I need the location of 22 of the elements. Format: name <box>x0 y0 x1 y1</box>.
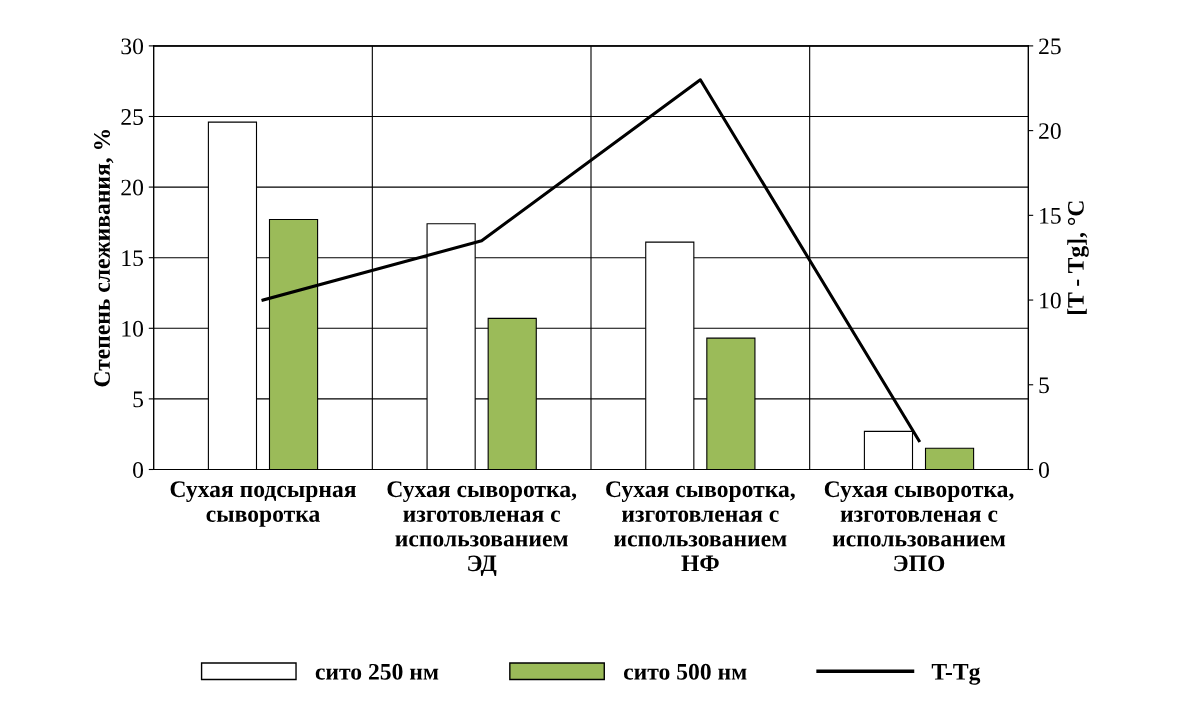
y-tick-label: 10 <box>122 320 144 337</box>
y-tick-label: 20 <box>121 179 144 196</box>
y-tick-label: 0 <box>133 461 144 478</box>
x-tick-label: Сухая сыворотка, изготовленая с использованием ЭПО <box>824 481 1014 572</box>
legend-label: сито 250 нм <box>315 663 439 680</box>
legend-label: T-Tg <box>931 664 981 685</box>
x-tick-label: Сухая подсырная сыворотка <box>170 481 356 527</box>
y2-tick-label: 25 <box>1039 38 1061 55</box>
x-tick-label: Сухая сыворотка, изготовленая с использованием НФ <box>606 481 795 572</box>
y2-tick-label: 10 <box>1040 292 1061 309</box>
y2-tick-label: 15 <box>1040 207 1061 224</box>
y-axis-title: Степень слеживания, % <box>94 130 114 387</box>
y-tick-label: 5 <box>133 391 144 408</box>
y2-tick-label: 5 <box>1039 377 1049 394</box>
y-tick-label: 30 <box>121 38 144 55</box>
y2-tick-label: 20 <box>1039 123 1061 140</box>
y-tick-label: 25 <box>121 109 144 125</box>
y2-axis-title: [T - Tg], °C <box>1067 201 1089 315</box>
x-tick-label: Сухая сыворотка, изготовленая с использованием ЭД <box>387 481 577 577</box>
y2-tick-label: 0 <box>1038 461 1049 478</box>
y-tick-label: 15 <box>122 250 144 267</box>
legend-label: сито 500 нм <box>623 663 747 680</box>
